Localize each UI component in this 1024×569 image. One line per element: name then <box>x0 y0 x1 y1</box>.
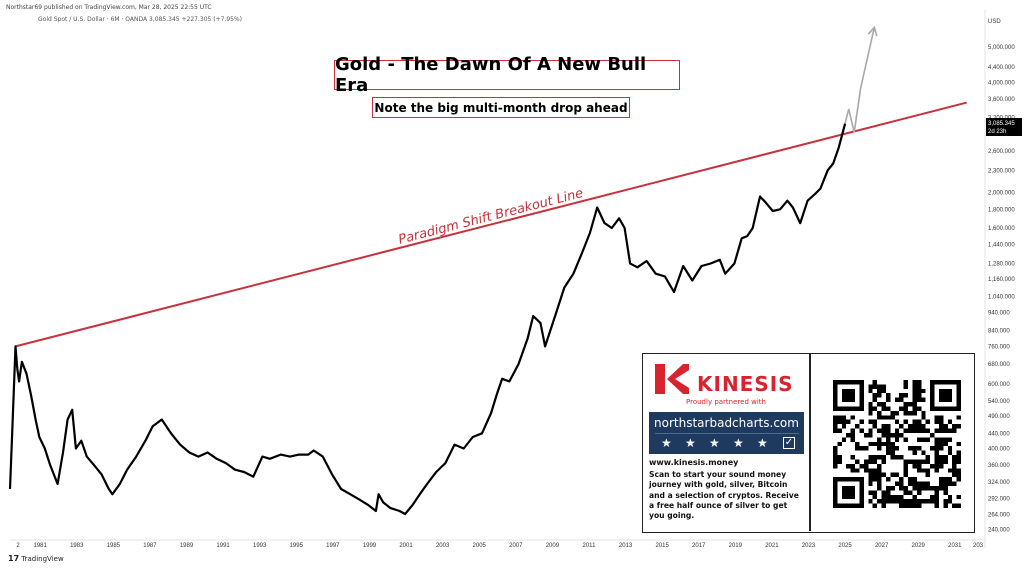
y-tick-label: 3,600.000 <box>988 97 1015 103</box>
partner-text: Proudly partnered with <box>686 398 766 406</box>
y-tick-label: 324.000 <box>988 480 1010 486</box>
x-tick-label: 2019 <box>729 543 743 549</box>
y-tick-label: 1,280.000 <box>988 261 1015 267</box>
y-tick-label: 4,400.000 <box>988 65 1015 71</box>
y-tick-label: 680.000 <box>988 362 1010 368</box>
y-tick-label: 264.000 <box>988 513 1010 519</box>
y-tick-label: 2,000.000 <box>988 190 1015 196</box>
x-tick-label: 2011 <box>583 543 597 549</box>
ad-divider <box>809 354 811 531</box>
y-tick-label: 360.000 <box>988 463 1010 469</box>
y-tick-label: 940.000 <box>988 311 1010 317</box>
x-tick-label: 2027 <box>875 543 889 549</box>
y-tick-label: 1,160.000 <box>988 277 1015 283</box>
star-icon: ★ <box>709 436 720 450</box>
x-tick-label: 2029 <box>912 543 926 549</box>
x-tick-label: 2017 <box>692 543 706 549</box>
y-tick-label: 2,600.000 <box>988 149 1015 155</box>
x-tick-label: 1993 <box>253 543 267 549</box>
x-tick-label: 203 <box>973 543 984 549</box>
tv-logo-text: TradingView <box>21 555 64 563</box>
x-axis: 2 1981 1983 1985 1987 1989 1991 1993 1995 1997 199… <box>16 543 983 549</box>
y-tick-label: 760.000 <box>988 344 1010 350</box>
qr-code[interactable] <box>833 380 961 508</box>
y-tick-label: 240.000 <box>988 528 1010 534</box>
star-icon: ★ <box>661 436 672 450</box>
x-tick-label: 2007 <box>509 543 523 549</box>
last-price-tag[interactable]: 3,085.345 2d 23h <box>986 118 1022 136</box>
kinesis-website[interactable]: www.kinesis.money <box>649 458 739 467</box>
kinesis-brand-name: KINESIS <box>697 372 794 396</box>
checkbox-icon: ✓ <box>783 437 795 449</box>
rating-stars: ★ ★ ★ ★ ★ ✓ <box>655 433 799 452</box>
price-tag-bg <box>986 118 1022 136</box>
x-tick-label: 2013 <box>619 543 633 549</box>
northstar-site-name: northstarbadcharts.com <box>654 416 799 430</box>
ad-blurb: Scan to start your sound money journey w… <box>649 470 799 521</box>
y-tick-label: 4,000.000 <box>988 80 1015 86</box>
x-tick-label: 1987 <box>143 543 157 549</box>
chart-title: Gold - The Dawn Of A New Bull Era <box>335 54 647 96</box>
x-tick-label: 2009 <box>546 543 560 549</box>
projection-arrow <box>844 25 878 133</box>
gold-price-series <box>8 123 847 516</box>
x-tick-label: 2001 <box>399 543 413 549</box>
x-tick-label: 2005 <box>473 543 487 549</box>
symbol-info: Gold Spot / U.S. Dollar · 6M · OANDA 3,0… <box>38 16 243 23</box>
x-tick-label: 1997 <box>326 543 340 549</box>
x-tick-label: 1995 <box>290 543 304 549</box>
price-tag-value: 3,085.345 <box>988 121 1015 127</box>
chart-subtitle-box: Note the big multi-month drop ahead <box>372 97 630 118</box>
y-tick-label: 1,040.000 <box>988 295 1015 301</box>
y-tick-label: 440.000 <box>988 431 1010 437</box>
chart-subtitle: Note the big multi-month drop ahead <box>374 100 628 115</box>
kinesis-ad[interactable]: KINESIS Proudly partnered with northstar… <box>642 353 975 533</box>
ad-info-panel: KINESIS Proudly partnered with northstar… <box>643 354 809 531</box>
y-tick-label: 400.000 <box>988 446 1010 452</box>
x-tick-label: 2023 <box>802 543 816 549</box>
paradigm-shift-breakout-line <box>15 101 967 348</box>
projection-path <box>844 27 876 133</box>
chart-gridlines <box>10 10 986 548</box>
chart-title-box: Gold - The Dawn Of A New Bull Era <box>334 54 680 96</box>
x-tick-label: 1989 <box>180 543 194 549</box>
northstar-badge[interactable]: northstarbadcharts.com ★ ★ ★ ★ ★ ✓ <box>649 412 804 454</box>
tv-logo-icon: 17 <box>8 554 20 563</box>
y-tick-label: 1,600.000 <box>988 226 1015 232</box>
tradingview-logo[interactable]: 17 TradingView <box>8 554 64 563</box>
y-tick-label: 1,440.000 <box>988 243 1015 249</box>
x-tick-label: 2 <box>16 543 20 549</box>
x-tick-label: 2021 <box>765 543 779 549</box>
x-tick-label: 2003 <box>436 543 450 549</box>
y-tick-label: 490.000 <box>988 414 1010 420</box>
star-icon: ★ <box>733 436 744 450</box>
publisher-line: Northstar69 published on TradingView.com… <box>6 4 212 11</box>
x-tick-label: 1985 <box>107 543 121 549</box>
y-tick-label: 5,000.000 <box>988 45 1015 51</box>
x-tick-label: 1981 <box>34 543 48 549</box>
breakout-line-group: Paradigm Shift Breakout Line <box>15 101 967 348</box>
y-tick-label: 540.000 <box>988 399 1010 405</box>
y-tick-label: 1,800.000 <box>988 207 1015 213</box>
y-tick-label: 840.000 <box>988 328 1010 334</box>
y-tick-label: 600.000 <box>988 382 1010 388</box>
kinesis-logo: KINESIS <box>653 362 803 398</box>
y-tick-label: 292.000 <box>988 497 1010 503</box>
x-tick-label: 1983 <box>70 543 84 549</box>
kinesis-k-icon <box>655 364 689 394</box>
x-tick-label: 2015 <box>655 543 669 549</box>
projection-arrowhead <box>867 25 878 37</box>
x-tick-label: 2031 <box>948 543 962 549</box>
x-tick-label: 1991 <box>216 543 230 549</box>
star-icon: ★ <box>757 436 768 450</box>
y-axis: 5,000.0004,400.0004,000.0003,600.0003,20… <box>988 45 1015 534</box>
x-tick-label: 1999 <box>363 543 377 549</box>
price-tag-time: 2d 23h <box>988 129 1006 135</box>
currency-label: USD <box>988 19 1001 25</box>
x-tick-label: 2025 <box>838 543 852 549</box>
star-icon: ★ <box>685 436 696 450</box>
y-tick-label: 2,300.000 <box>988 168 1015 174</box>
breakout-line-label: Paradigm Shift Breakout Line <box>397 186 585 248</box>
